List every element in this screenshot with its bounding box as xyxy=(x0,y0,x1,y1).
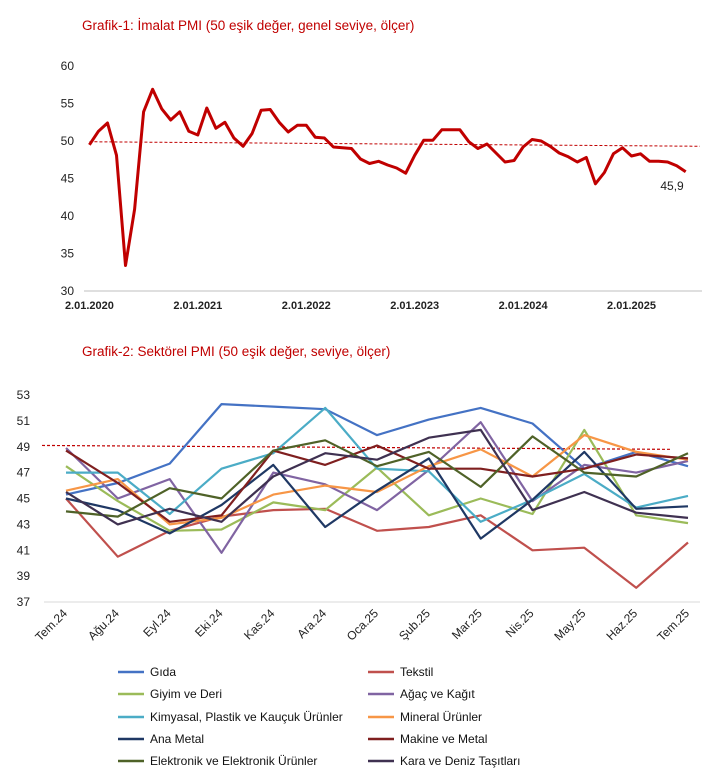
y-tick-label: 39 xyxy=(17,569,31,583)
legend-label: Mineral Ürünler xyxy=(400,710,482,724)
y-tick-label: 51 xyxy=(17,414,31,428)
legend-label: Kimyasal, Plastik ve Kauçuk Ürünler xyxy=(150,710,343,724)
legend-label: Ana Metal xyxy=(150,732,204,746)
series-line-9 xyxy=(65,435,689,518)
chart1-plot: 30 35 40 45 50 55 60 2.01.2020 2.01.2021 2.01.202… xyxy=(61,59,702,312)
x-tick-label: Ara.24 xyxy=(294,606,329,641)
legend-label: Giyim ve Deri xyxy=(150,687,222,701)
x-tick-label: Oca.25 xyxy=(344,606,381,643)
x-tick-label: 2.01.2025 xyxy=(607,300,656,312)
threshold-line xyxy=(41,444,671,450)
y-tick-label: 41 xyxy=(17,543,31,557)
chart2-title: Grafik-2: Sektörel PMI (50 eşik değer, s… xyxy=(82,344,391,359)
legend-label: Makine ve Metal xyxy=(400,732,487,746)
x-tick-label: 2.01.2022 xyxy=(282,300,331,312)
y-tick-label: 35 xyxy=(61,247,75,261)
x-tick-label: 2.01.2024 xyxy=(499,300,549,312)
y-tick-label: 47 xyxy=(17,466,31,480)
pmi-series-line xyxy=(88,87,687,267)
legend-label: Kara ve Deniz Taşıtları xyxy=(400,754,521,768)
x-tick-label: 2.01.2021 xyxy=(173,300,222,312)
y-tick-label: 43 xyxy=(17,517,31,531)
x-tick-label: 2.01.2020 xyxy=(65,300,114,312)
y-tick-label: 55 xyxy=(61,97,75,111)
legend-label: Elektronik ve Elektronik Ürünler xyxy=(150,754,317,768)
threshold-line xyxy=(89,141,700,147)
y-tick-label: 49 xyxy=(17,440,31,454)
x-tick-label: Eki.24 xyxy=(192,606,226,640)
x-tick-label: Ağu.24 xyxy=(85,606,122,643)
x-tick-label: Tem.24 xyxy=(32,606,70,644)
x-tick-label: May.25 xyxy=(551,606,588,643)
y-tick-label: 45 xyxy=(61,172,75,186)
legend-label: Tekstil xyxy=(400,665,433,679)
series-line-10 xyxy=(65,428,689,526)
x-tick-label: Eyl.24 xyxy=(140,606,174,640)
legend-label: Ağaç ve Kağıt xyxy=(400,687,475,701)
x-tick-label: Şub.25 xyxy=(396,606,433,643)
x-tick-label: Nis.25 xyxy=(503,606,537,640)
series-line-7 xyxy=(65,450,689,540)
legend-label: Gıda xyxy=(150,665,176,679)
x-tick-label: 2.01.2023 xyxy=(390,300,439,312)
series-line-5 xyxy=(66,406,689,523)
x-tick-label: Tem.25 xyxy=(654,606,692,644)
last-value-label: 45,9 xyxy=(660,179,684,193)
y-tick-label: 40 xyxy=(61,209,75,223)
chart1-title: Grafik-1: İmalat PMI (50 eşik değer, gen… xyxy=(82,18,415,33)
y-tick-label: 37 xyxy=(17,595,31,609)
y-tick-label: 50 xyxy=(61,134,75,148)
y-tick-label: 30 xyxy=(61,284,75,298)
y-tick-label: 45 xyxy=(17,492,31,506)
y-tick-label: 60 xyxy=(61,59,75,73)
x-tick-label: Mar.25 xyxy=(449,606,485,642)
series-line-4 xyxy=(65,421,689,554)
x-tick-label: Haz.25 xyxy=(603,606,640,643)
series-line-8 xyxy=(65,444,689,523)
y-tick-label: 53 xyxy=(17,388,31,402)
x-tick-label: Kas.24 xyxy=(241,606,278,643)
